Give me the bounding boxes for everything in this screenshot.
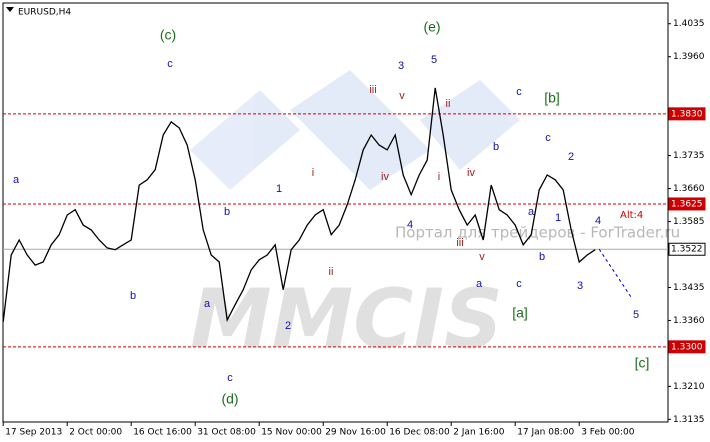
- wave-label: i: [438, 171, 440, 183]
- price-level-label: 1.3625: [671, 199, 703, 209]
- wave-label: i: [312, 167, 314, 179]
- wave-label: 3: [398, 60, 404, 72]
- wave-label: (d): [221, 391, 238, 407]
- symbol-icon: [6, 7, 14, 12]
- wave-label: 4: [407, 219, 413, 231]
- chart-title: EURUSD,H4: [18, 8, 71, 18]
- x-tick-label: 3 Feb 00:00: [581, 428, 635, 438]
- x-tick-label: 15 Nov 00:00: [261, 428, 322, 438]
- price-level-label: 1.3300: [671, 342, 703, 352]
- watermark: MMCIS: [190, 272, 503, 367]
- wave-label: iv: [467, 167, 475, 179]
- x-tick-label: 29 Nov 16:00: [325, 428, 386, 438]
- wave-label: a: [528, 206, 535, 218]
- wave-label: b: [493, 141, 499, 153]
- price-level-label: 1.3830: [671, 109, 703, 119]
- wave-label: c: [167, 58, 173, 70]
- wave-label: b: [539, 251, 545, 263]
- x-tick-label: 2 Jan 16:00: [453, 428, 505, 438]
- x-tick-label: 17 Sep 2013: [5, 428, 62, 438]
- watermark-site: Портал для трейдеров - ForTrader.ru: [395, 224, 680, 242]
- y-tick-label: 1.3735: [673, 151, 705, 161]
- x-tick-label: 16 Oct 16:00: [133, 428, 192, 438]
- wave-label: v: [399, 90, 405, 102]
- wave-label: (c): [160, 27, 176, 43]
- y-tick-label: 1.3660: [673, 184, 705, 194]
- x-tick-label: 17 Jan 08:00: [517, 428, 574, 438]
- y-tick-label: 1.3960: [673, 52, 705, 62]
- y-tick-label: 1.3135: [673, 415, 705, 425]
- wave-label: 1: [276, 183, 282, 195]
- wave-label: c: [545, 132, 551, 144]
- y-tick-label: 1.3210: [673, 382, 705, 392]
- wave-label: b: [130, 290, 136, 302]
- plot-frame: [2, 2, 669, 423]
- wave-label: ii: [446, 98, 451, 110]
- wave-label: v: [479, 251, 485, 263]
- wave-label: 4: [595, 215, 601, 227]
- wave-label: 2: [285, 320, 291, 332]
- y-tick-label: 1.4035: [673, 19, 705, 29]
- x-tick-label: 16 Dec 08:00: [389, 428, 450, 438]
- y-tick-label: 1.3360: [673, 316, 705, 326]
- y-tick-label: 1.3585: [673, 217, 705, 227]
- wave-label: iv: [381, 171, 389, 183]
- wave-label: a: [13, 174, 20, 186]
- wave-label: c: [227, 372, 233, 384]
- wave-label: 2: [568, 151, 574, 163]
- wave-label: a: [476, 278, 483, 290]
- price-line: [2, 87, 596, 323]
- price-level-label: 1.3522: [671, 245, 703, 255]
- wave-label: c: [516, 278, 522, 290]
- wave-label: iii: [369, 84, 376, 96]
- forecast-line: [598, 248, 633, 299]
- wave-label: ii: [329, 266, 334, 278]
- wave-label: [c]: [635, 355, 650, 371]
- wave-label: [a]: [512, 305, 528, 321]
- wave-label: iii: [456, 237, 463, 249]
- price-level-box: [668, 107, 706, 121]
- wave-label: 5: [431, 54, 437, 66]
- wave-label: 3: [577, 280, 583, 292]
- wave-label: [b]: [544, 90, 560, 106]
- wave-label: c: [516, 86, 522, 98]
- y-tick-label: 1.3435: [673, 283, 705, 293]
- alt-label: Alt:4: [620, 210, 643, 221]
- wave-label: a: [204, 298, 211, 310]
- wave-label: b: [224, 206, 230, 218]
- x-tick-label: 31 Oct 08:00: [197, 428, 256, 438]
- wave-label: 1: [555, 212, 561, 224]
- price-level-box: [668, 242, 706, 256]
- price-level-box: [668, 197, 706, 211]
- wave-label: (e): [423, 19, 440, 35]
- wave-label: 5: [633, 309, 639, 321]
- price-level-box: [668, 340, 706, 354]
- x-tick-label: 2 Oct 00:00: [69, 428, 122, 438]
